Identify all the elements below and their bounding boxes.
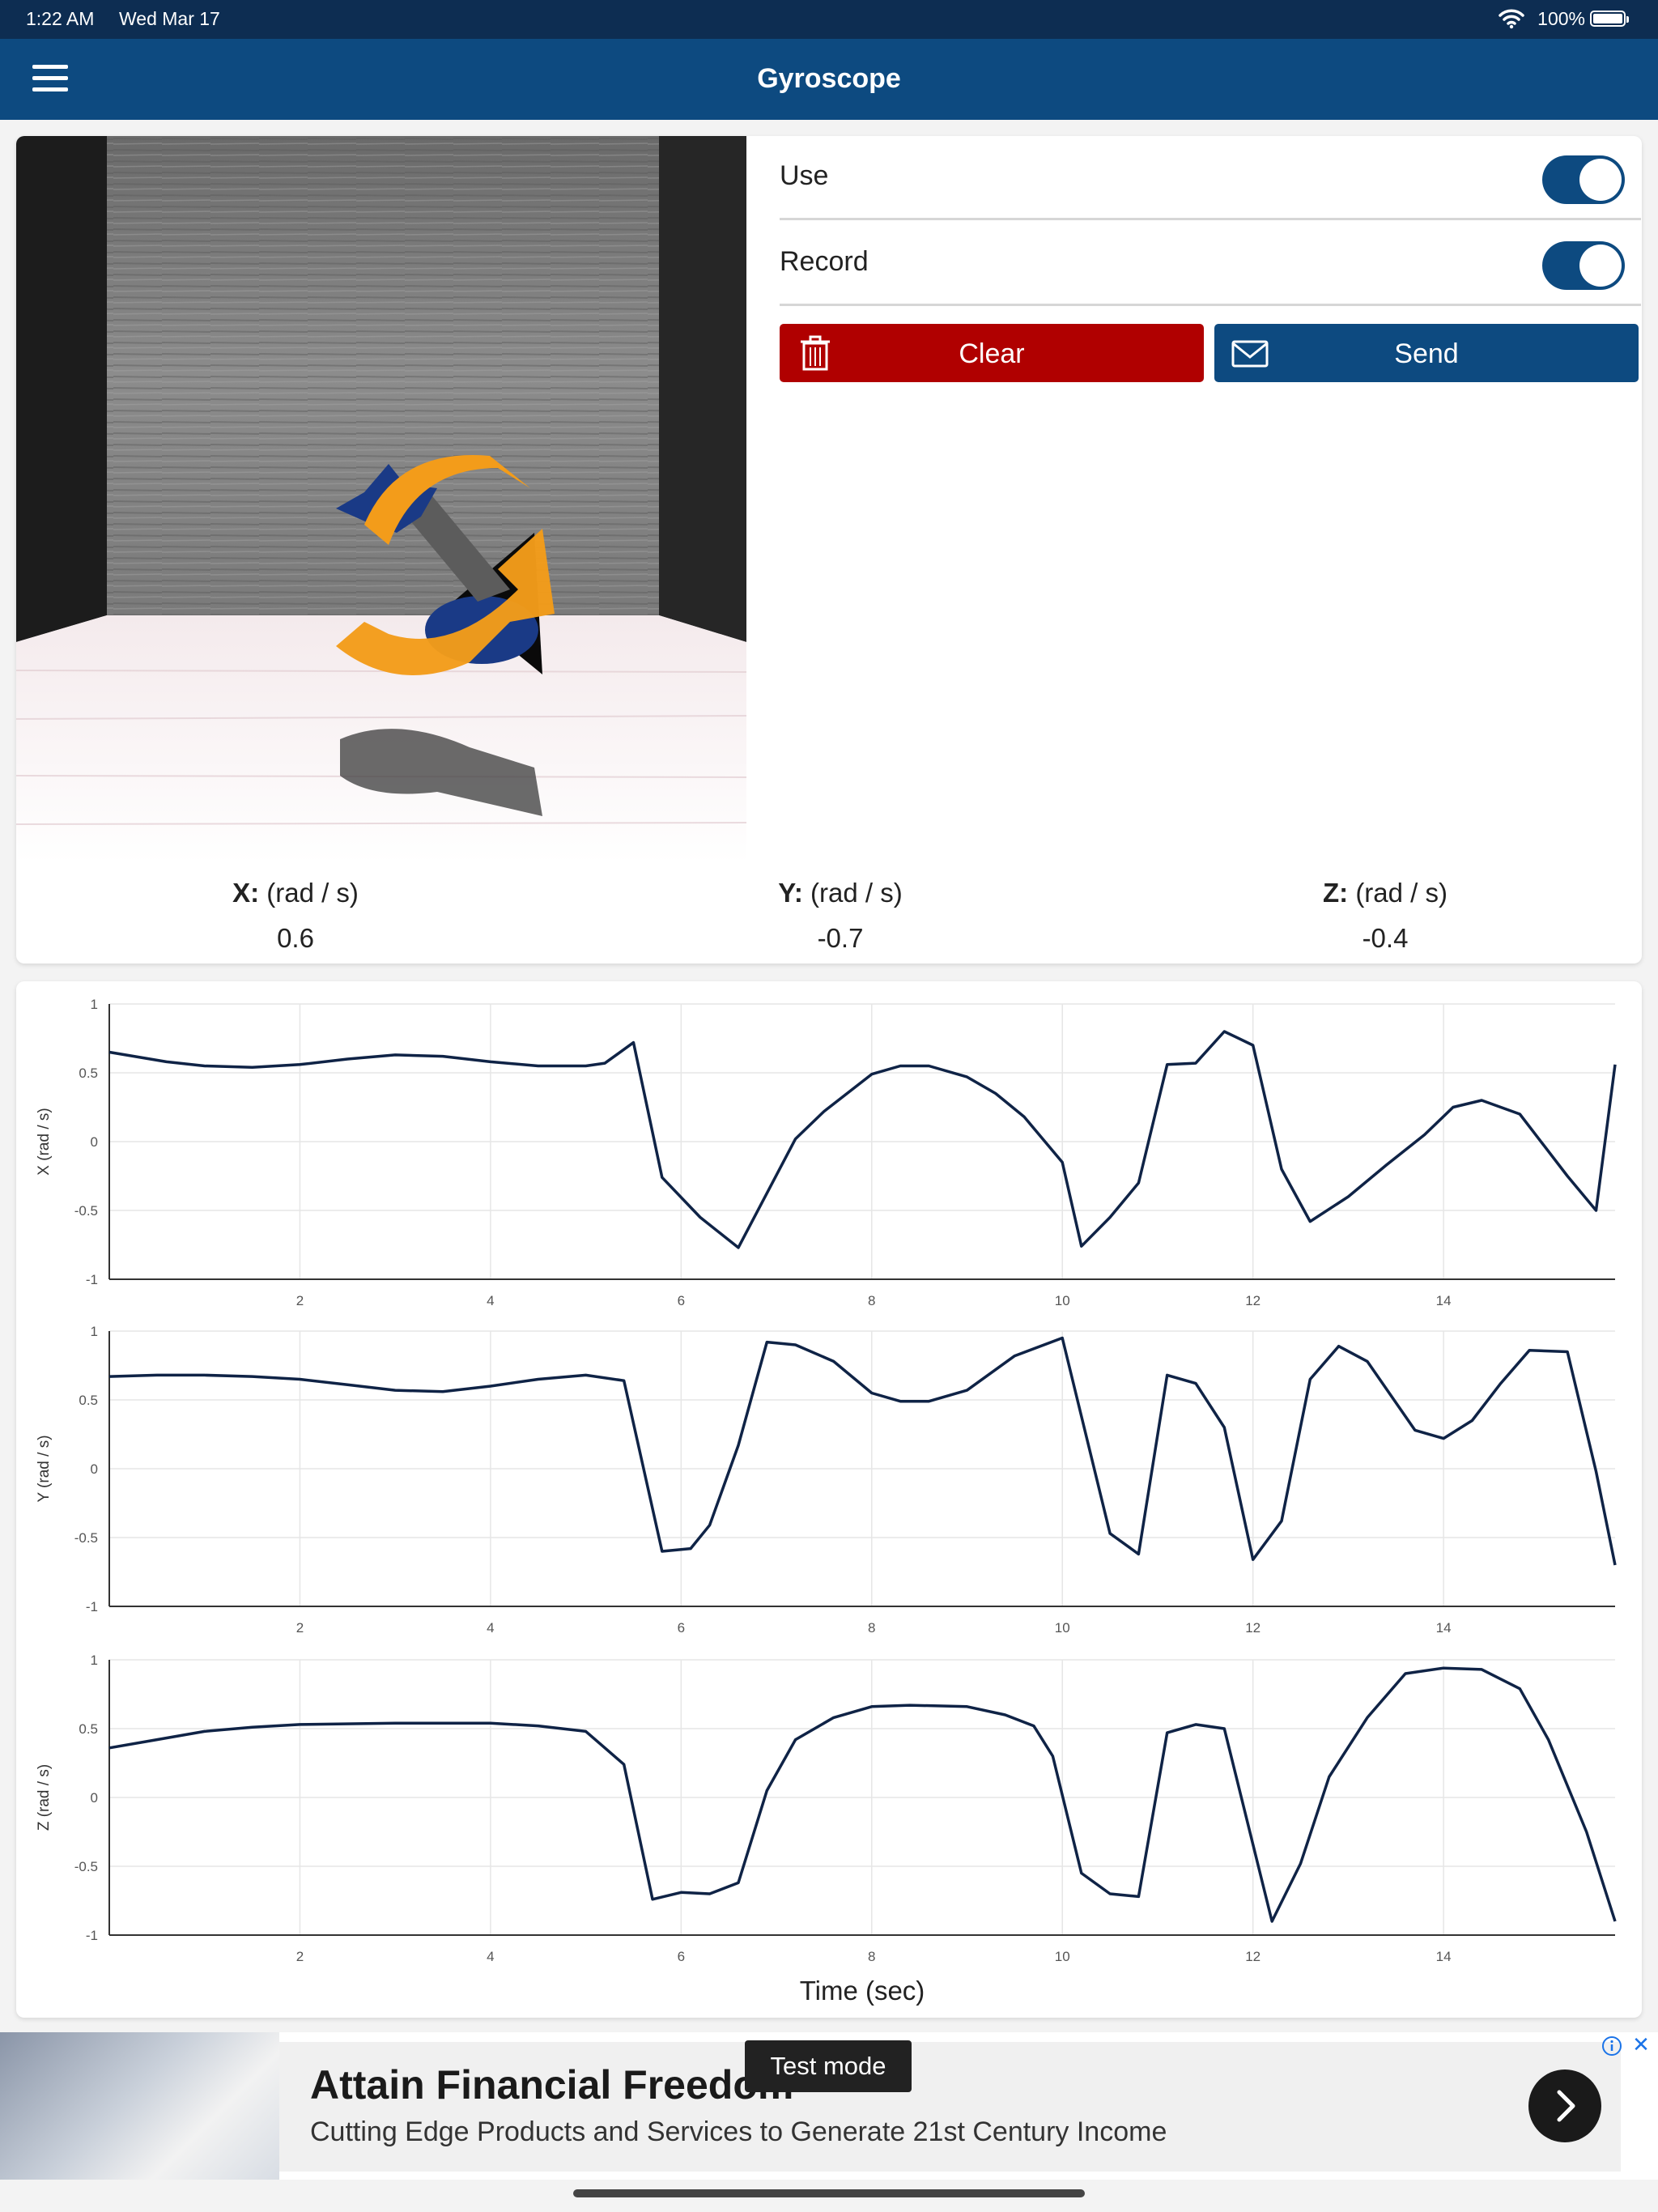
x-tick-label: 6: [678, 1620, 685, 1636]
status-bar: 1:22 AM Wed Mar 17 100%: [0, 0, 1658, 39]
x-tick-label: 8: [868, 1620, 875, 1636]
controls-panel: Use Record Clear Send: [763, 136, 1641, 395]
x-tick-label: 2: [296, 1949, 304, 1964]
x-axis-label: Time (sec): [800, 1976, 925, 2006]
battery-icon: [1590, 11, 1629, 27]
y-tick-label: -0.5: [74, 1203, 98, 1219]
readout-z: Z: (rad / s) -0.4: [1264, 878, 1507, 954]
ad-banner[interactable]: Attain Financial Freedom Cutting Edge Pr…: [0, 2032, 1658, 2180]
y-tick-label: 1: [91, 1653, 98, 1668]
ad-test-mode-badge: Test mode: [745, 2040, 912, 2092]
ad-headline: Attain Financial Freedom: [310, 2062, 794, 2108]
trash-icon: [801, 335, 830, 371]
use-row: Use: [780, 136, 1641, 220]
y-tick-label: 0: [91, 1461, 98, 1477]
clear-button-label: Clear: [959, 338, 1025, 369]
readouts: X: (rad / s) 0.6 Y: (rad / s) -0.7 Z: (r…: [16, 863, 1642, 963]
status-date: Wed Mar 17: [119, 8, 220, 29]
series-line: [108, 1666, 1617, 1923]
y-tick-label: -0.5: [74, 1530, 98, 1546]
x-tick-label: 4: [487, 1293, 494, 1308]
x-tick-label: 2: [296, 1293, 304, 1308]
readout-z-value: -0.4: [1362, 923, 1409, 953]
record-row: Record: [780, 222, 1641, 306]
readout-x-value: 0.6: [277, 923, 314, 953]
ad-chevron-right-button[interactable]: [1528, 2069, 1601, 2142]
battery-percent: 100%: [1537, 8, 1585, 29]
x-tick-label: 10: [1055, 1293, 1070, 1308]
x-tick-label: 6: [678, 1293, 685, 1308]
x-tick-label: 10: [1055, 1620, 1070, 1636]
x-tick-label: 12: [1245, 1949, 1261, 1964]
readout-y-value: -0.7: [817, 923, 864, 953]
x-tick-label: 10: [1055, 1949, 1070, 1964]
y-tick-label: 1: [91, 997, 98, 1012]
wifi-icon: [1499, 9, 1524, 29]
x-tick-label: 8: [868, 1293, 875, 1308]
readout-z-unit: (rad / s): [1355, 878, 1448, 908]
gyroscope-3d-view: [16, 136, 746, 863]
readout-x-unit: (rad / s): [266, 878, 359, 908]
gyroscope-charts: 10.50-0.5-12 4 6 8 10 12 14X (rad / s)10.50-0.…: [36, 997, 1617, 2006]
record-toggle[interactable]: [1542, 241, 1625, 290]
readout-z-axis: Z:: [1322, 878, 1349, 908]
ad-info-icon[interactable]: [1601, 2035, 1622, 2057]
envelope-icon: [1231, 340, 1269, 368]
send-button-label: Send: [1394, 338, 1459, 369]
y-tick-label: -1: [86, 1272, 98, 1287]
y-axis-label: Z (rad / s): [36, 1764, 53, 1831]
send-button[interactable]: Send: [1214, 324, 1639, 382]
y-axis-label: Y (rad / s): [36, 1435, 53, 1502]
readout-y-axis: Y:: [778, 878, 803, 908]
x-tick-label: 4: [487, 1949, 494, 1964]
y-tick-label: 1: [91, 1324, 98, 1339]
readout-y-unit: (rad / s): [810, 878, 903, 908]
y-tick-label: -0.5: [74, 1859, 98, 1874]
home-indicator[interactable]: [573, 2189, 1085, 2197]
y-tick-label: 0.5: [79, 1721, 98, 1737]
x-tick-label: 8: [868, 1949, 875, 1964]
y-axis-label: X (rad / s): [36, 1108, 53, 1175]
series-line: [108, 1336, 1617, 1566]
charts-card: 1 0.5 0 -0.5 -1 2 4 6 8 10 12 14 X (rad / s) 1 0.5 0 -0.…: [16, 981, 1642, 2018]
page-title: Gyroscope: [757, 63, 901, 94]
status-time: 1:22 AM: [26, 8, 95, 29]
gyroscope-model: [336, 455, 555, 816]
y-tick-label: 0.5: [79, 1393, 98, 1408]
x-tick-label: 14: [1436, 1949, 1452, 1964]
use-label: Use: [780, 160, 829, 191]
x-tick-label: 6: [678, 1949, 685, 1964]
x-tick-label: 12: [1245, 1293, 1261, 1308]
hamburger-menu-icon[interactable]: [32, 65, 68, 94]
x-tick-label: 12: [1245, 1620, 1261, 1636]
x-tick-label: 14: [1436, 1620, 1452, 1636]
y-tick-label: 0: [91, 1790, 98, 1806]
ad-close-icon[interactable]: ✕: [1632, 2032, 1650, 2057]
ad-subtitle: Cutting Edge Products and Services to Ge…: [310, 2116, 1167, 2147]
readout-x: X: (rad / s) 0.6: [174, 878, 417, 954]
sensor-card: Use Record Clear Send: [16, 136, 1642, 963]
ad-handshake-image: [0, 2032, 279, 2180]
x-tick-label: 2: [296, 1620, 304, 1636]
ad-panel: [279, 2042, 1621, 2172]
clear-button[interactable]: Clear: [780, 324, 1204, 382]
readout-y: Y: (rad / s) -0.7: [719, 878, 962, 954]
series-line: [108, 1030, 1617, 1249]
record-label: Record: [780, 246, 869, 277]
x-tick-label: 14: [1436, 1293, 1452, 1308]
y-tick-label: 0.5: [79, 1066, 98, 1081]
nav-bar: Gyroscope: [0, 39, 1658, 120]
chevron-right-icon: [1557, 2090, 1575, 2122]
use-toggle[interactable]: [1542, 155, 1625, 204]
readout-x-axis: X:: [232, 878, 260, 908]
y-tick-label: -1: [86, 1599, 98, 1614]
y-tick-label: -1: [86, 1928, 98, 1943]
y-tick-label: 0: [91, 1134, 98, 1150]
x-tick-label: 4: [487, 1620, 494, 1636]
